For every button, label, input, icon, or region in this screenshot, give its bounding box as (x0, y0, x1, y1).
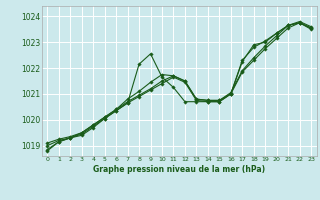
X-axis label: Graphe pression niveau de la mer (hPa): Graphe pression niveau de la mer (hPa) (93, 165, 265, 174)
